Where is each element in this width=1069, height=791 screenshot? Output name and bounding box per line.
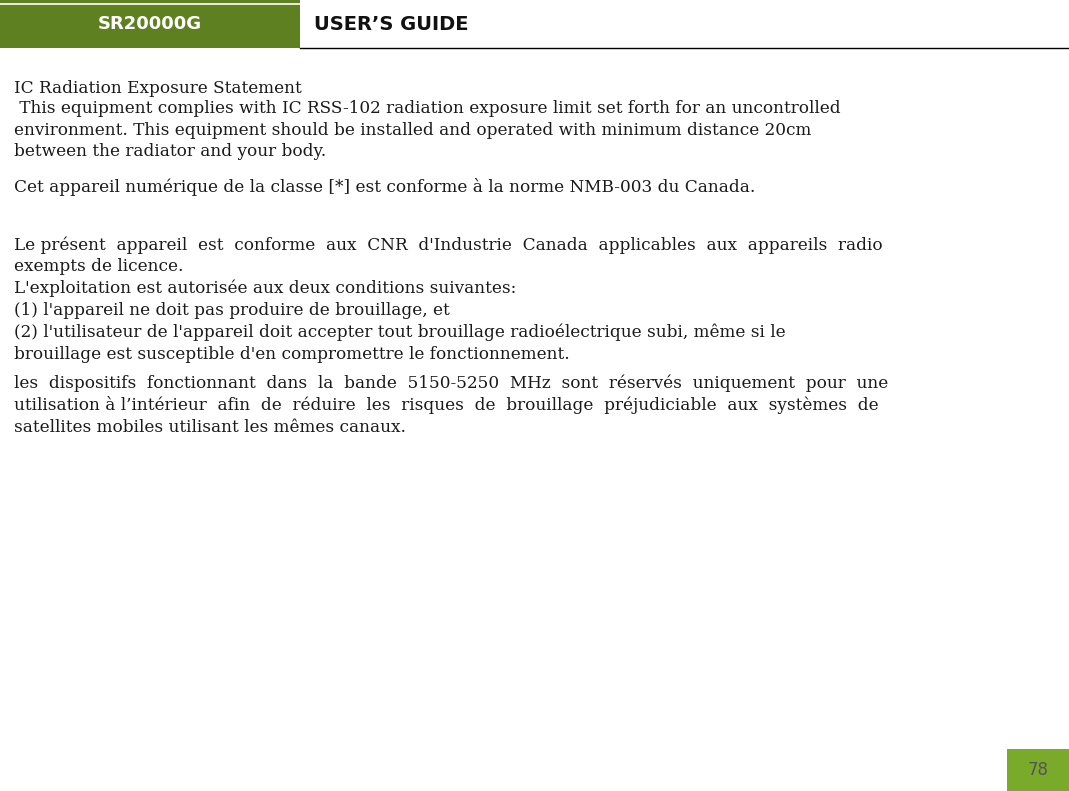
Text: Cet appareil numérique de la classe [*] est conforme à la norme NMB-003 du Canad: Cet appareil numérique de la classe [*] … — [14, 178, 756, 196]
Text: IC Radiation Exposure Statement: IC Radiation Exposure Statement — [14, 80, 301, 97]
Bar — [1007, 749, 1069, 791]
Text: Le présent  appareil  est  conforme  aux  CNR  d'Industrie  Canada  applicables : Le présent appareil est conforme aux CNR… — [14, 236, 883, 362]
Text: USER’S GUIDE: USER’S GUIDE — [314, 14, 468, 33]
Bar — [0, 0, 300, 48]
Text: les  dispositifs  fonctionnant  dans  la  bande  5150-5250  MHz  sont  réservés : les dispositifs fonctionnant dans la ban… — [14, 374, 888, 436]
Text: 78: 78 — [1027, 761, 1049, 779]
Text: This equipment complies with IC RSS-102 radiation exposure limit set forth for a: This equipment complies with IC RSS-102 … — [14, 100, 840, 160]
Text: SR20000G: SR20000G — [98, 15, 202, 33]
